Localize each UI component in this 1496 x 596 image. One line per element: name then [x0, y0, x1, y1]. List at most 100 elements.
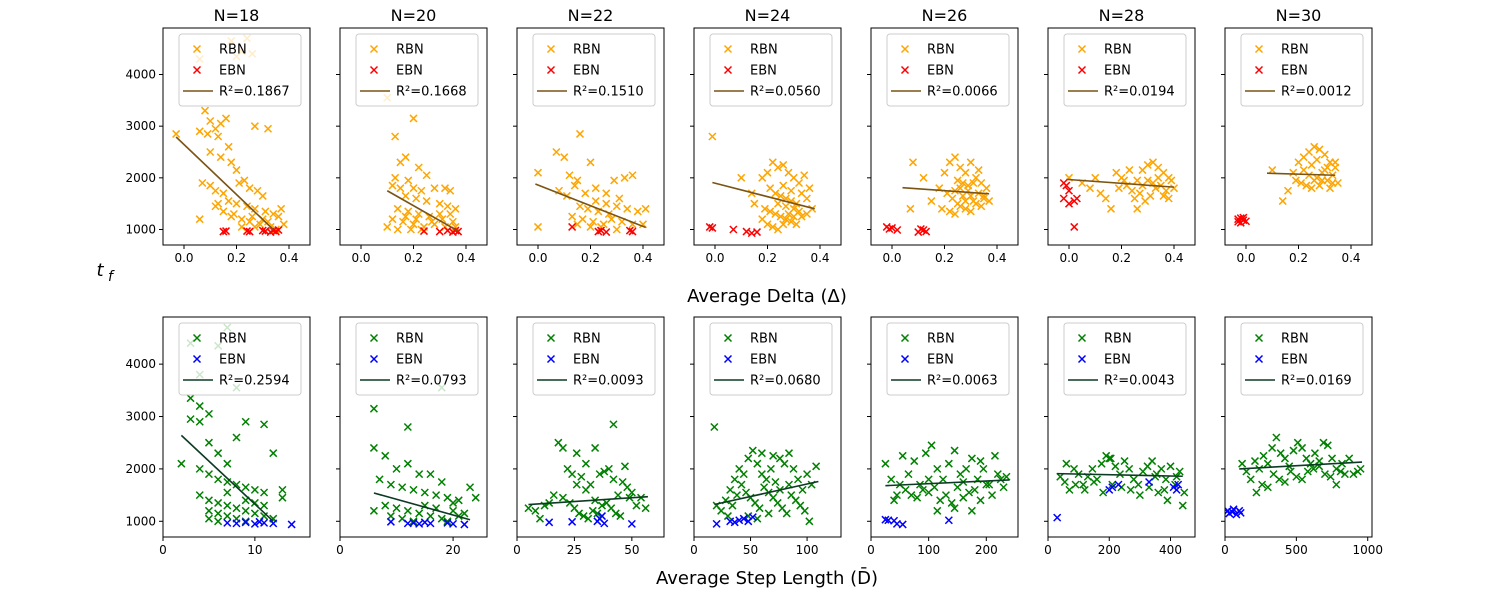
rbn-point — [1315, 457, 1324, 466]
rbn-point — [779, 181, 788, 190]
rbn-point — [1164, 194, 1173, 203]
rbn-point — [232, 199, 241, 208]
rbn-point — [216, 153, 225, 162]
ebn-point — [627, 519, 636, 528]
panel-title: N=30 — [1276, 6, 1322, 25]
scatter-layer — [1059, 158, 1179, 231]
rbn-point — [269, 209, 278, 219]
rbn-point — [250, 509, 259, 518]
rbn-point — [454, 496, 463, 505]
rbn-point — [460, 509, 469, 518]
legend-ebn-marker — [723, 354, 733, 364]
legend-rbn-label: RBN — [573, 332, 601, 347]
legend-box — [886, 33, 1010, 107]
rbn-point — [982, 480, 991, 489]
ebn-point — [628, 227, 637, 236]
legend-ebn-marker — [900, 65, 910, 75]
x-tick-label: 0.2 — [1112, 251, 1131, 265]
rbn-point — [369, 404, 378, 413]
rbn-point — [533, 222, 543, 231]
rbn-point — [976, 496, 985, 505]
rbn-point — [812, 462, 821, 471]
ebn-point — [1062, 181, 1071, 190]
rbn-point — [386, 512, 395, 521]
rbn-point — [1309, 464, 1318, 473]
rbn-point — [950, 153, 960, 162]
rbn-point — [574, 509, 584, 518]
rbn-point — [969, 178, 978, 188]
rbn-point — [403, 422, 412, 432]
legend-fit-label: R²=0.0680 — [750, 374, 821, 389]
rbn-point — [1302, 181, 1311, 190]
rbn-point — [1085, 184, 1095, 193]
ebn-point — [415, 519, 424, 528]
rbn-point — [221, 114, 231, 123]
rbn-point — [422, 197, 431, 206]
rbn-point — [409, 114, 418, 123]
legend-ebn-marker — [192, 354, 202, 364]
rbn-point — [1135, 189, 1144, 198]
rbn-point — [990, 451, 999, 460]
rbn-point — [906, 204, 915, 213]
legend-ebn-label: EBN — [573, 353, 600, 368]
rbn-point — [560, 153, 569, 162]
ebn-point — [269, 519, 278, 528]
rbn-point — [223, 501, 232, 510]
rbn-point — [224, 197, 233, 206]
ebn-point — [1174, 480, 1183, 489]
rbn-point — [1097, 459, 1106, 468]
rbn-point — [881, 459, 890, 468]
rbn-point — [766, 207, 775, 216]
rbn-point — [768, 222, 777, 231]
rbn-point — [614, 491, 623, 500]
rbn-point — [941, 491, 950, 500]
rbn-point — [426, 470, 435, 479]
rbn-point — [204, 514, 213, 523]
rbn-point — [1291, 176, 1300, 185]
rbn-point — [802, 209, 811, 219]
rbn-point — [392, 504, 401, 513]
y-tick-label: 1000 — [125, 223, 156, 237]
legend-box — [1063, 33, 1187, 107]
rbn-point — [620, 173, 629, 182]
rbn-point — [448, 217, 457, 226]
rbn-point — [930, 483, 939, 492]
rbn-point — [1252, 488, 1261, 497]
legend-fit-label: R²=0.0793 — [396, 374, 467, 389]
rbn-point — [195, 127, 204, 136]
ebn-point — [386, 517, 395, 526]
rbn-point — [263, 124, 273, 133]
ebn-point — [708, 223, 717, 232]
rbn-point — [1060, 477, 1069, 487]
legend-ebn-marker — [369, 65, 379, 75]
rbn-point — [773, 199, 783, 208]
legend-box — [1240, 33, 1364, 107]
fit-line — [180, 434, 274, 522]
panel-delta-7: N=30 RBN EBN R²=0.0012 0.0 0.2 0.4 — [1221, 6, 1373, 265]
rbn-point — [572, 449, 581, 458]
ebn-point — [748, 513, 757, 522]
rbn-point — [586, 480, 595, 489]
rbn-point — [1126, 485, 1135, 494]
rbn-point — [224, 142, 233, 151]
ebn-point — [287, 520, 296, 529]
legend-rbn-label: RBN — [927, 43, 955, 58]
rbn-point — [789, 464, 798, 473]
rbn-point — [248, 212, 257, 221]
rbn-point — [615, 194, 624, 203]
rbn-point — [572, 480, 581, 489]
x-tick-label: 0.2 — [581, 251, 600, 265]
rbn-point — [260, 488, 269, 497]
rbn-point — [708, 132, 717, 141]
rbn-point — [1105, 454, 1114, 463]
legend: RBN EBN R²=0.1510 — [532, 33, 656, 107]
legend-rbn-marker — [192, 333, 202, 343]
x-tick-label: 0.0 — [174, 251, 193, 265]
rbn-point — [241, 483, 250, 492]
rbn-point — [241, 506, 250, 515]
rbn-point — [988, 491, 997, 500]
rbn-point — [970, 485, 979, 494]
panel-step-7: RBN EBN R²=0.0169 0 500 1000 — [1221, 316, 1383, 557]
x-tick-label: 0 — [867, 543, 875, 557]
x-tick-label: 100 — [796, 543, 819, 557]
